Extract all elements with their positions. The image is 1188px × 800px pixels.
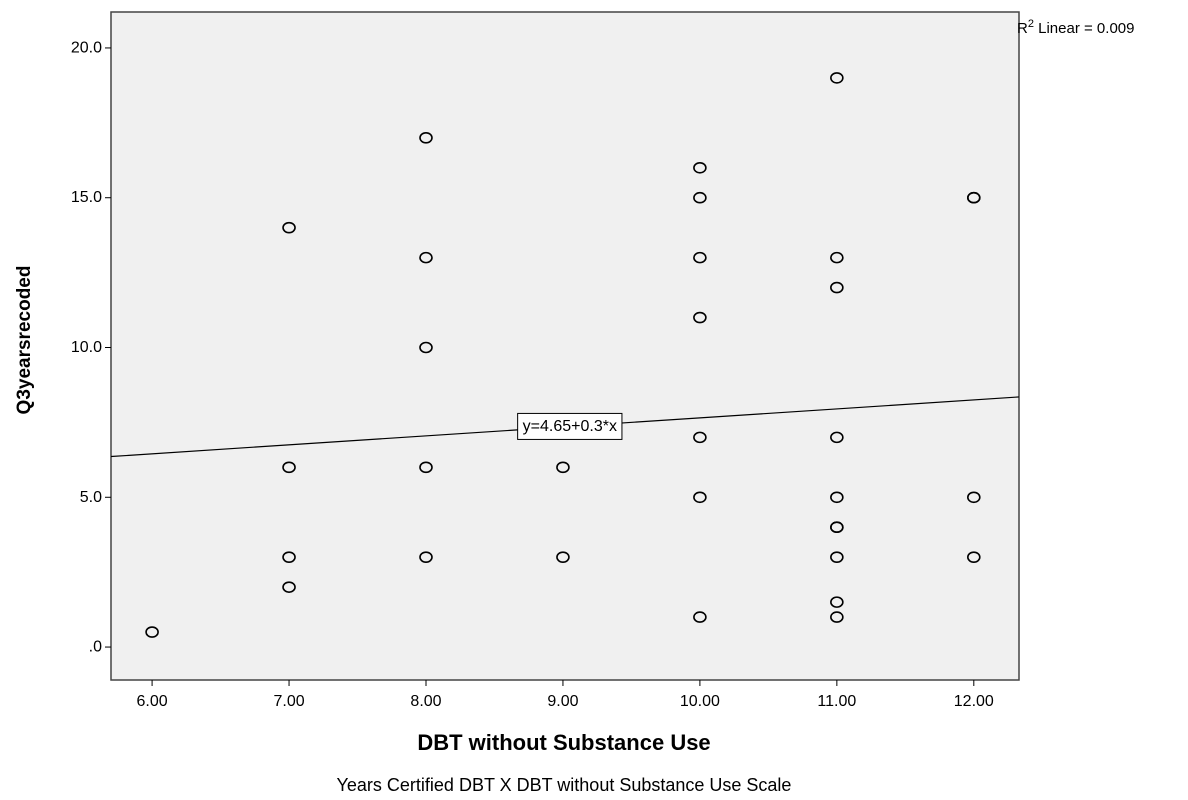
data-point [830, 251, 844, 264]
fit-equation-box [517, 412, 623, 440]
data-point [419, 551, 433, 563]
data-point [830, 551, 844, 563]
data-point [419, 341, 433, 354]
data-point [282, 461, 296, 474]
r-squared-prefix: R [1017, 20, 1028, 37]
x-tick-label: 9.00 [547, 693, 578, 710]
y-tick-label: 15.0 [71, 189, 102, 206]
x-tick-label: 12.00 [954, 693, 994, 710]
data-point [967, 191, 981, 204]
data-point [967, 491, 981, 504]
x-tick-label: 8.00 [410, 693, 441, 710]
data-point [556, 551, 570, 563]
chart-caption: Years Certified DBT X DBT without Substa… [337, 775, 792, 795]
data-point [419, 251, 433, 264]
r-squared-label: R2 Linear = 0.009 [1017, 18, 1134, 37]
data-point [145, 626, 159, 638]
data-point [693, 161, 707, 174]
fit-equation: y=4.65+0.3*x [517, 412, 623, 440]
data-point [693, 251, 707, 264]
y-axis: .0 5.0 10.0 15.0 20.0 [71, 39, 111, 656]
data-point [282, 581, 296, 593]
y-tick-label: .0 [89, 639, 102, 656]
y-tick-label: 5.0 [80, 489, 102, 506]
r-squared-value: Linear = 0.009 [1034, 20, 1135, 37]
data-point [693, 431, 707, 444]
data-point [830, 491, 844, 504]
data-point [419, 461, 433, 474]
data-point [693, 491, 707, 504]
plot-area [110, 11, 1020, 681]
data-point [830, 281, 844, 294]
data-point [693, 191, 707, 204]
r-squared-superscript: 2 [1028, 18, 1034, 30]
x-axis-title: DBT without Substance Use [417, 730, 710, 755]
data-point [282, 221, 296, 234]
x-tick-label: 6.00 [137, 693, 168, 710]
data-point [830, 72, 844, 84]
data-point [830, 431, 844, 444]
fit-equation-label: y=4.65+0.3*x [523, 418, 617, 435]
y-tick-label: 10.0 [71, 339, 102, 356]
data-point [556, 461, 570, 474]
data-point [693, 611, 707, 623]
data-point [693, 311, 707, 324]
data-point [830, 521, 844, 534]
x-tick-label: 11.00 [817, 693, 856, 710]
data-point [282, 551, 296, 563]
data-point [830, 611, 844, 623]
y-axis-title: Q3yearsrecoded [14, 266, 35, 415]
x-axis: 6.00 7.00 8.00 9.00 10.00 11.00 12.00 [137, 680, 994, 710]
data-point [967, 551, 981, 563]
points-group [145, 72, 981, 638]
y-tick-label: 20.0 [71, 39, 102, 56]
data-point [830, 596, 844, 608]
x-tick-label: 7.00 [273, 693, 304, 710]
x-tick-label: 10.00 [680, 693, 720, 710]
data-point [419, 132, 433, 144]
